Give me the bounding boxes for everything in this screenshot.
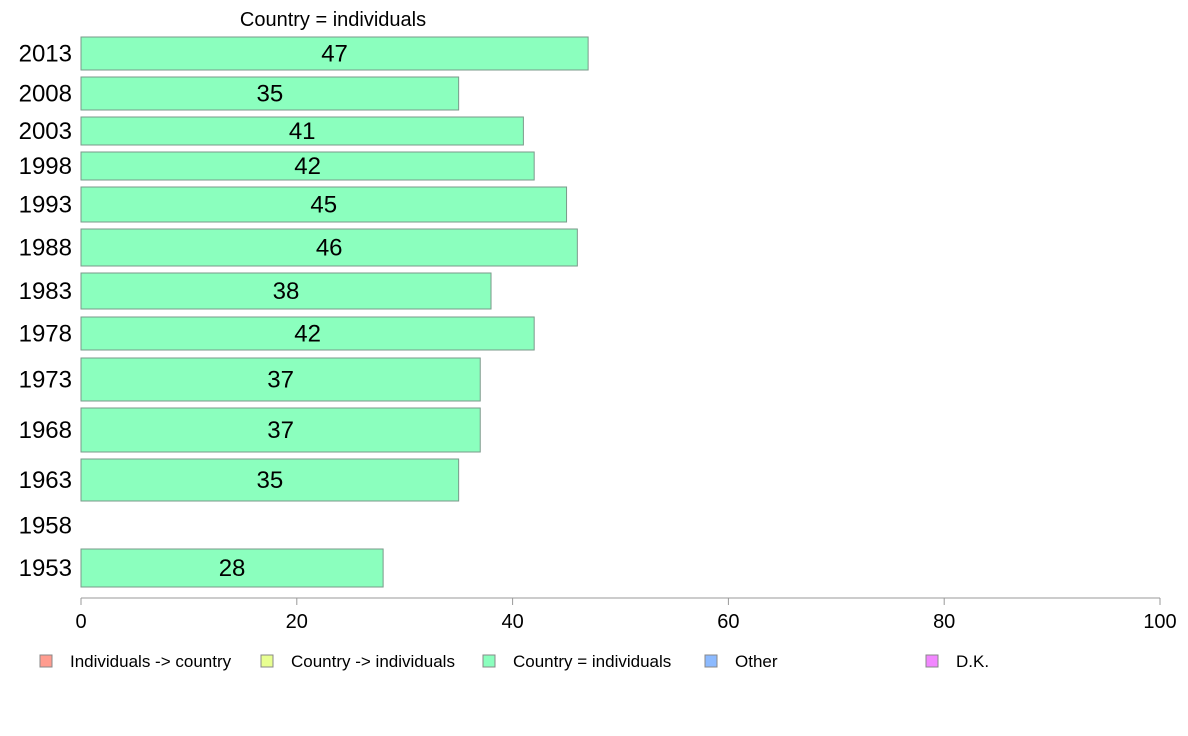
legend-swatch xyxy=(925,654,939,668)
x-tick-label: 0 xyxy=(75,611,86,633)
bar xyxy=(80,76,460,111)
y-tick-label: 1963 xyxy=(19,467,72,494)
legend-label: Country -> individuals xyxy=(291,652,455,671)
bar-data-label: 28 xyxy=(219,555,246,582)
chart-title: Country = individuals xyxy=(240,9,426,31)
bar-data-label: 45 xyxy=(310,192,337,219)
legend-swatch xyxy=(704,654,718,668)
legend-item: Other xyxy=(704,652,778,671)
legend-swatch xyxy=(39,654,53,668)
y-tick-label: 1983 xyxy=(19,278,72,305)
bar-data-label: 35 xyxy=(256,81,283,108)
legend-label: Country = individuals xyxy=(513,652,671,671)
bar xyxy=(80,316,535,351)
x-axis: 0 20 40 60 80 100 xyxy=(75,597,1177,633)
bar-data-label: 42 xyxy=(294,153,321,180)
bar-data-label: 41 xyxy=(289,118,316,145)
x-tick-label: 80 xyxy=(933,611,955,633)
x-tick-label: 60 xyxy=(717,611,739,633)
y-tick-label: 2003 xyxy=(19,118,72,145)
bar-data-label: 47 xyxy=(321,41,348,68)
bar xyxy=(80,151,535,181)
bar xyxy=(80,407,481,453)
bar xyxy=(80,186,568,223)
bar-data-label: 35 xyxy=(256,467,283,494)
x-tick-label: 20 xyxy=(286,611,308,633)
legend-item: Individuals -> country xyxy=(39,652,232,671)
bar xyxy=(80,548,384,588)
legend: Individuals -> country Country -> individ… xyxy=(39,652,989,671)
y-tick-label: 2013 xyxy=(19,41,72,68)
y-tick-label: 1973 xyxy=(19,367,72,394)
bar-data-label: 42 xyxy=(294,321,321,348)
bar xyxy=(80,36,589,71)
bar xyxy=(80,357,481,402)
bar xyxy=(80,116,524,146)
y-tick-label: 1993 xyxy=(19,192,72,219)
y-tick-label: 1978 xyxy=(19,321,72,348)
legend-label: D.K. xyxy=(956,652,989,671)
legend-item: Country -> individuals xyxy=(260,652,455,671)
bar xyxy=(80,228,578,267)
legend-swatch xyxy=(260,654,274,668)
x-tick-label: 40 xyxy=(501,611,523,633)
y-tick-label: 1988 xyxy=(19,235,72,262)
y-tick-label: 2008 xyxy=(19,81,72,108)
bars-layer: 2013 47 2008 35 2003 41 1998 42 1993 45 1988 46 1983… xyxy=(19,36,589,588)
legend-item: D.K. xyxy=(925,652,989,671)
bar-data-label: 37 xyxy=(267,367,294,394)
y-tick-label: 1968 xyxy=(19,417,72,444)
x-tick-label: 100 xyxy=(1143,611,1176,633)
y-tick-label: 1953 xyxy=(19,555,72,582)
bar xyxy=(80,458,460,502)
bar-data-label: 37 xyxy=(267,417,294,444)
bar xyxy=(80,272,492,310)
y-tick-label: 1958 xyxy=(19,513,72,540)
legend-item: Country = individuals xyxy=(482,652,671,671)
legend-swatch xyxy=(482,654,496,668)
bar-data-label: 46 xyxy=(316,235,343,262)
bar-data-label: 38 xyxy=(273,278,300,305)
legend-label: Individuals -> country xyxy=(70,652,232,671)
legend-label: Other xyxy=(735,652,778,671)
y-tick-label: 1998 xyxy=(19,153,72,180)
